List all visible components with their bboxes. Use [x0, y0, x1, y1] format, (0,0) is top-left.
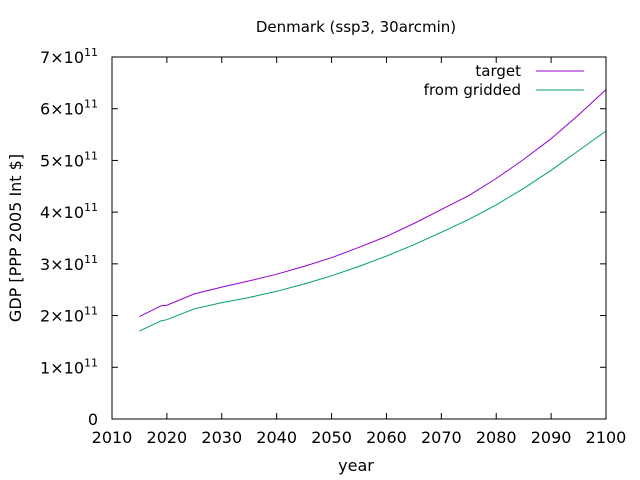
y-axis-label: GDP [PPP 2005 Int $] — [6, 154, 25, 322]
y-tick-label: 1×1011 — [40, 356, 98, 377]
x-tick-label: 2020 — [147, 428, 188, 447]
x-tick-label: 2080 — [476, 428, 517, 447]
x-tick-label: 2070 — [421, 428, 462, 447]
x-axis-label: year — [338, 456, 374, 475]
x-tick-label: 2040 — [256, 428, 297, 447]
x-tick-label: 2060 — [366, 428, 407, 447]
y-axis-ticks: 0 1×1011 2×1011 3×1011 4×1011 5×1011 6×1011 7×1… — [40, 46, 606, 429]
chart-title: Denmark (ssp3, 30arcmin) — [256, 18, 456, 36]
y-tick-label: 7×1011 — [40, 46, 98, 67]
legend-label: target — [475, 62, 521, 80]
x-tick-label: 2010 — [92, 428, 133, 447]
y-tick-label: 3×1011 — [40, 253, 98, 274]
y-tick-label: 4×1011 — [40, 201, 98, 222]
y-tick-label: 5×1011 — [40, 149, 98, 170]
x-tick-label: 2050 — [311, 428, 352, 447]
x-axis-ticks: 2010 2020 2030 2040 2050 2060 2070 2080 2090 2100 — [92, 57, 627, 447]
y-tick-label: 0 — [88, 410, 98, 429]
legend-label: from gridded — [424, 81, 521, 99]
y-tick-label: 2×1011 — [40, 305, 98, 326]
x-tick-label: 2090 — [531, 428, 572, 447]
y-tick-label: 6×1011 — [40, 98, 98, 119]
series-line-from-gridded — [139, 130, 607, 332]
series-lines — [139, 89, 607, 332]
x-tick-label: 2100 — [586, 428, 627, 447]
plot-frame — [111, 56, 607, 420]
x-tick-label: 2030 — [201, 428, 242, 447]
series-line-target — [139, 89, 607, 318]
